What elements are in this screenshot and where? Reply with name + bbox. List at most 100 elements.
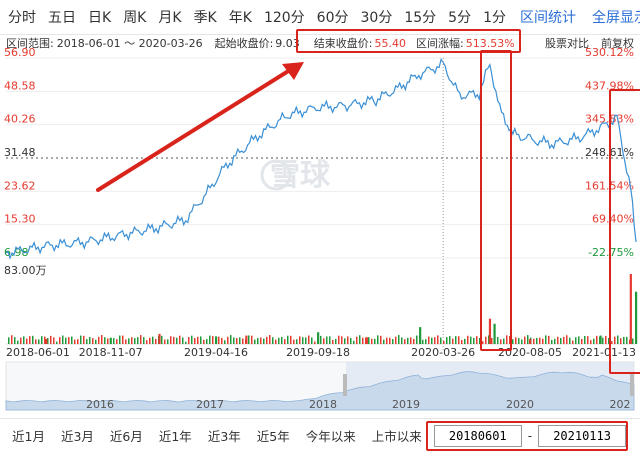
volume-bar	[365, 337, 367, 344]
navigator-year-label: 2020	[506, 398, 534, 411]
volume-bar	[443, 340, 445, 344]
volume-bar	[569, 337, 571, 344]
start-date-input[interactable]	[433, 424, 522, 447]
volume-bar	[548, 335, 550, 344]
y-tick-left: 48.58	[4, 79, 36, 92]
range-toolbar: 近1月 近3月 近6月 近1年 近3年 近5年 今年以来 上市以来 -	[0, 418, 640, 452]
volume-bar	[590, 340, 592, 344]
volume-bar	[332, 339, 334, 344]
volume-bar	[491, 337, 493, 344]
range-info-bar: 区间范围: 2018-06-01 ～ 2020-03-26 起始收盘价: 9.0…	[0, 34, 640, 52]
tab-5day[interactable]: 五日	[48, 10, 76, 26]
volume-bar	[269, 335, 271, 344]
volume-bar	[278, 337, 280, 344]
volume-bar	[248, 335, 250, 344]
volume-bar	[584, 335, 586, 344]
range-6m-button[interactable]: 近6月	[109, 429, 143, 444]
range-since-listing-button[interactable]: 上市以来	[371, 429, 422, 444]
volume-bar	[602, 337, 604, 344]
volume-bar	[266, 336, 268, 344]
tab-quarterly-k[interactable]: 季K	[193, 10, 217, 26]
tab-1min[interactable]: 1分	[483, 10, 506, 26]
volume-bar	[572, 340, 574, 344]
range-5y-button[interactable]: 近5年	[256, 429, 290, 444]
volume-bar	[254, 339, 256, 344]
volume-bar	[380, 335, 382, 344]
navigator-year-label: 2016	[86, 398, 114, 411]
navigator-handle-left	[343, 374, 347, 396]
volume-bar	[626, 336, 628, 344]
range-3y-button[interactable]: 近3年	[207, 429, 241, 444]
volume-bar	[449, 336, 451, 344]
volume-bar	[326, 336, 328, 344]
volume-bar	[116, 339, 118, 344]
tab-daily-k[interactable]: 日K	[88, 10, 112, 26]
volume-bar	[347, 336, 349, 344]
volume-bar	[617, 335, 619, 344]
volume-bar	[29, 336, 31, 344]
volume-bar	[119, 335, 121, 344]
volume-bar	[17, 340, 19, 344]
range-stats-link[interactable]: 区间统计	[520, 10, 576, 26]
annotation-arrow-head	[282, 62, 304, 80]
tab-60min[interactable]: 60分	[316, 10, 349, 26]
y-tick-right: -22.75%	[588, 246, 634, 259]
volume-bar	[407, 337, 409, 344]
end-close-value: 55.40	[374, 36, 407, 50]
volume-bar	[239, 337, 241, 344]
volume-bar	[335, 338, 337, 344]
tab-weekly-k[interactable]: 周K	[123, 10, 147, 26]
volume-bar	[203, 339, 205, 344]
range-3m-button[interactable]: 近3月	[60, 429, 94, 444]
tab-monthly-k[interactable]: 月K	[158, 10, 182, 26]
volume-bar	[587, 336, 589, 344]
volume-bar	[200, 336, 202, 344]
volume-bar	[170, 336, 172, 344]
volume-bar	[38, 339, 40, 344]
fullscreen-link[interactable]: 全屏显示	[592, 10, 640, 26]
volume-bar	[8, 337, 10, 344]
volume-bar	[194, 338, 196, 344]
volume-bar	[413, 338, 415, 344]
range-ytd-button[interactable]: 今年以来	[305, 429, 356, 444]
volume-bar	[386, 337, 388, 344]
volume-bar	[134, 338, 136, 344]
volume-spike	[245, 335, 248, 344]
volume-bar	[236, 338, 238, 344]
volume-spike	[488, 318, 492, 344]
x-tick: 2019-04-16	[184, 346, 248, 359]
tab-5min[interactable]: 5分	[448, 10, 472, 26]
range-1y-button[interactable]: 近1年	[158, 429, 192, 444]
tab-30min[interactable]: 30分	[360, 10, 393, 26]
compare-button[interactable]: 股票对比	[545, 37, 589, 50]
volume-bar	[185, 341, 187, 344]
y-tick-left: 6.98	[4, 246, 29, 259]
volume-bar	[341, 336, 343, 344]
tab-yearly-k[interactable]: 年K	[228, 10, 252, 26]
volume-bar	[137, 337, 139, 344]
volume-bar	[467, 335, 469, 344]
volume-bar	[113, 338, 115, 344]
end-date-input[interactable]	[538, 424, 627, 447]
volume-bar	[623, 336, 625, 344]
volume-bar	[14, 337, 16, 344]
range-1m-button[interactable]: 近1月	[12, 429, 45, 444]
tab-15min[interactable]: 15分	[404, 10, 437, 26]
adjust-button[interactable]: 前复权	[601, 37, 634, 50]
volume-bar	[182, 337, 184, 344]
volume-max-label: 83.00万	[4, 264, 47, 277]
volume-bar	[425, 339, 427, 344]
volume-bar	[596, 335, 598, 344]
y-tick-right: 530.12%	[585, 46, 634, 59]
tab-intraday[interactable]: 分时	[8, 10, 36, 26]
volume-bar	[179, 335, 181, 344]
volume-bar	[23, 336, 25, 344]
volume-bar	[35, 339, 37, 344]
tab-120min[interactable]: 120分	[263, 10, 305, 26]
volume-bar	[608, 338, 610, 344]
navigator-year-label: 202	[610, 398, 631, 411]
volume-bar	[47, 338, 49, 344]
volume-bar	[308, 335, 310, 344]
volume-bar	[11, 335, 13, 344]
